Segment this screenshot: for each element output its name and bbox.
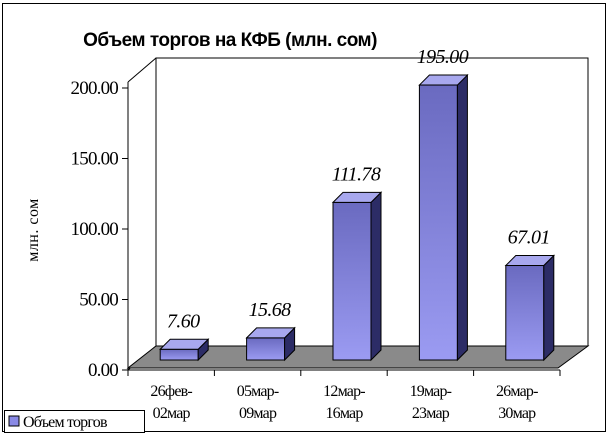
bar-side (456, 73, 468, 362)
y-tick-label: 0.00 (88, 360, 118, 381)
bar-top (418, 74, 469, 86)
x-tick-label: 23мар (412, 405, 450, 422)
wall-edge-top (127, 57, 157, 83)
x-tick-label: 19мар- (410, 383, 452, 400)
bar-side (370, 191, 382, 362)
x-tick-label: 16мар (325, 405, 363, 422)
legend-box (4, 410, 145, 433)
bar-data-label: 7.60 (167, 310, 200, 332)
plot-area: 0.00 50.00 100.00 150.00 200.00 26фев- 02мар 05… (4, 46, 590, 433)
bar-data-label: 67.01 (508, 227, 550, 249)
bar-top (245, 327, 296, 339)
y-tick-label: 200.00 (71, 78, 119, 99)
bar (246, 337, 286, 361)
x-tick-label: 30мар (498, 405, 536, 422)
bar-top (504, 255, 556, 267)
bar-data-label: 111.78 (332, 163, 381, 185)
x-tick-label: 26мар- (496, 383, 538, 400)
y-axis-title: млн. сом (25, 198, 42, 262)
legend-swatch (8, 415, 20, 427)
bar-top (158, 338, 210, 350)
bar (505, 265, 545, 361)
bar-side (543, 254, 555, 362)
x-tick-label: 05мар- (237, 383, 279, 400)
bar-data-label: 195.00 (417, 46, 469, 68)
x-tick-label: 12мар- (323, 383, 365, 400)
bar (418, 84, 458, 361)
y-tick-label: 150.00 (71, 149, 119, 170)
bar-data-label: 15.68 (249, 299, 292, 321)
bar-top (331, 191, 383, 203)
bar (332, 201, 372, 361)
x-tick-label: 09мар (239, 405, 277, 422)
x-tick-label: 26фев- (150, 383, 192, 400)
chart-title: Объем торгов на КФБ (млн. сом) (83, 30, 377, 51)
y-tick-label: 100.00 (71, 219, 119, 240)
legend-label: Объем торгов (23, 414, 108, 431)
bar (159, 348, 199, 361)
y-tick-label: 50.00 (79, 290, 118, 311)
x-tick-label: 02мар (153, 405, 191, 422)
